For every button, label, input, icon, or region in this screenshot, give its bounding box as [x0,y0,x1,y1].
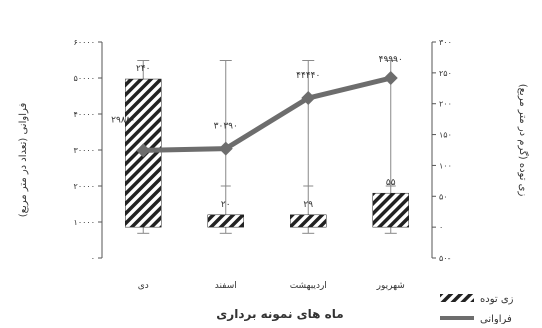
left-tick-label: ۵۰۰۰۰ [74,74,95,83]
line-value-label: ۴۹۹۹۰ [379,55,403,65]
legend: زی توده فراوانی [440,294,514,325]
right-tick-label: ۵۰- [439,254,451,263]
line-point [218,141,233,156]
right-tick-label: ۱۰۰ [439,161,452,170]
right-tick-label: ۳۰۰ [439,38,452,47]
legend-label-biomass: زی توده [480,294,514,305]
right-axis-title: زی توده (گرم در متر مربع) [517,84,529,197]
line-value-label: ۴۴۴۴۰ [296,71,320,81]
bar-value-label: ۲۰ [221,200,231,210]
left-tick-label: ۰ [91,254,95,263]
left-tick-label: ۱۰۰۰۰ [74,218,95,227]
bar [207,214,244,228]
x-axis-title: ماه های نمونه برداری [216,307,343,322]
x-tick-label: دی [138,281,149,291]
right-tick-label: ۲۰۰ [439,100,452,109]
x-tick-label: شهریور [376,281,405,291]
right-tick-label: ۱۵۰ [439,131,452,140]
bar-value-label: ۲۹ [303,200,313,210]
data-labels: ۲۴۰ ۲۰ ۲۹ ۵۵ ۲۹۸۸۰ ۳۰۳۹۰ ۴۴۴۴۰ ۴۹۹۹۰ [111,55,403,210]
bar [290,214,327,228]
right-tick-label: ۵۰ [439,192,448,201]
axes: ۰ ۱۰۰۰۰ ۲۰۰۰۰ ۳۰۰۰۰ ۴۰۰۰۰ ۵۰۰۰۰ ۶۰۰۰۰ ۵۰- ۰ ۵۰ ۱۰۰… [74,38,452,291]
line-point [136,143,151,158]
bar [372,192,409,228]
legend-label-abundance: فراوانی [480,314,512,324]
left-tick-label: ۳۰۰۰۰ [74,146,95,155]
left-tick-label: ۴۰۰۰۰ [74,110,95,119]
left-axis-title: فراوانی (تعداد در متر مربع) [18,103,29,218]
legend-bar-swatch [440,294,474,302]
bar-value-label: ۵۵ [386,178,396,188]
left-tick-label: ۶۰۰۰۰ [74,38,95,47]
bars [125,78,409,228]
line-point [301,91,316,106]
x-tick-label: اسفند [215,281,237,291]
line-series [136,71,398,158]
bar-value-label: ۲۴۰ [136,64,151,74]
x-tick-label: اردیبهشت [290,281,327,291]
left-tick-label: ۲۰۰۰۰ [74,182,95,191]
right-tick-label: ۲۵۰ [439,69,452,78]
line-value-label: ۳۰۳۹۰ [214,122,238,132]
right-tick-label: ۰ [439,223,443,232]
line-path [143,75,392,153]
line-value-label: ۲۹۸۸۰ [111,115,135,125]
line-point [383,71,398,86]
